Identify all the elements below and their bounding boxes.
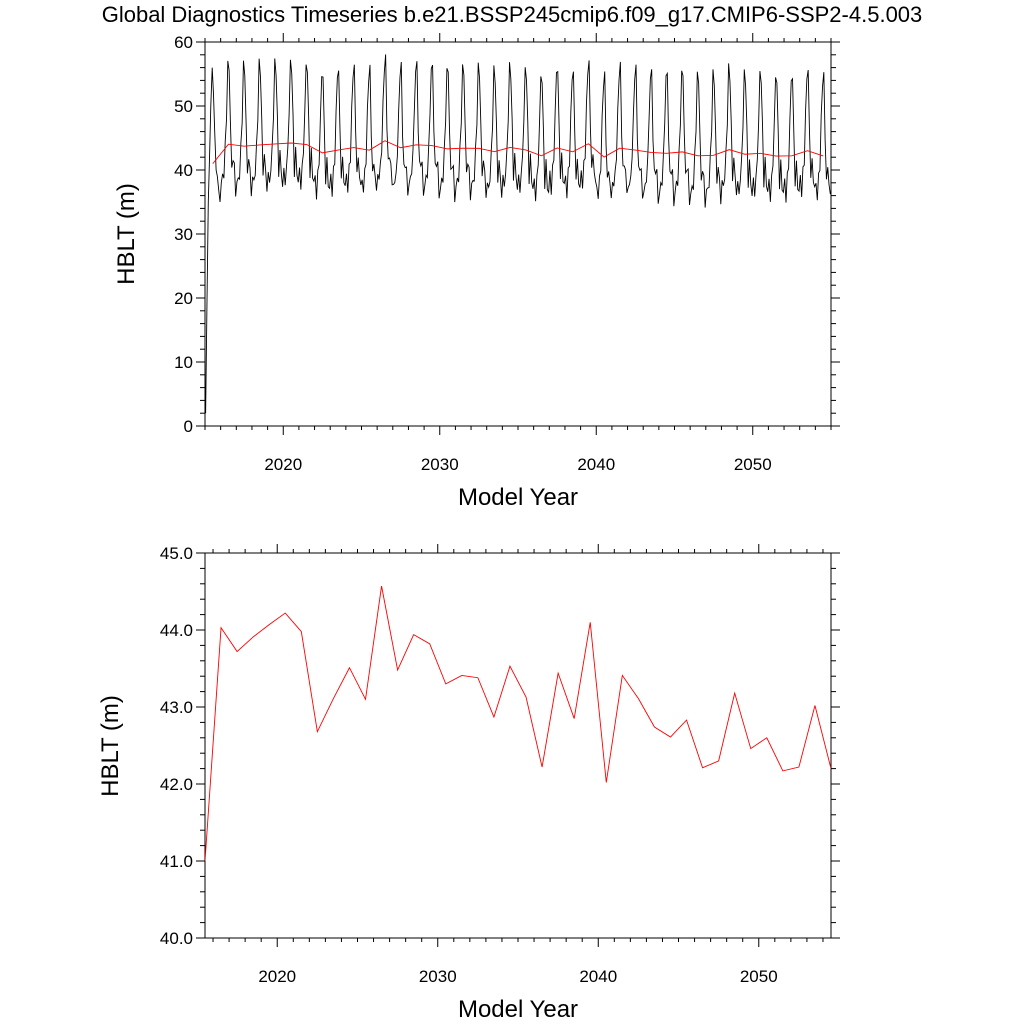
y-tick-label: 10 <box>174 353 193 372</box>
y-axis-label: HBLT (m) <box>97 695 124 797</box>
y-tick-label: 30 <box>174 225 193 244</box>
y-tick-label: 45.0 <box>160 544 193 563</box>
x-axis-label: Model Year <box>458 996 578 1023</box>
x-tick-label: 2020 <box>264 455 302 474</box>
x-tick-label: 2050 <box>734 455 772 474</box>
bottom-panel: 40.0 41.0 42.0 43.0 44.0 45.0 2020 2030 2040 2050… <box>97 544 840 1023</box>
y-tick-label: 0 <box>184 417 193 436</box>
x-tick-label: 2020 <box>258 967 296 986</box>
monthly-series-line <box>205 54 831 414</box>
page-title: Global Diagnostics Timeseries b.e21.BSSP… <box>101 2 923 27</box>
plot-frame <box>204 552 832 939</box>
x-axis-label: Model Year <box>458 484 578 511</box>
y-tick-label: 41.0 <box>160 852 193 871</box>
x-tick-label: 2030 <box>419 967 457 986</box>
y-tick-label: 60 <box>174 33 193 52</box>
annual-mean-series-line <box>205 586 831 862</box>
x-tick-label: 2040 <box>577 455 615 474</box>
y-tick-label: 44.0 <box>160 621 193 640</box>
y-tick-label: 50 <box>174 97 193 116</box>
y-tick-label: 42.0 <box>160 775 193 794</box>
y-tick-label: 40.0 <box>160 929 193 948</box>
x-tick-label: 2050 <box>740 967 778 986</box>
annual-mean-series-line <box>212 140 824 164</box>
y-tick-label: 40 <box>174 161 193 180</box>
plot-frame <box>204 41 832 427</box>
y-tick-label: 43.0 <box>160 698 193 717</box>
y-tick-label: 20 <box>174 289 193 308</box>
x-tick-label: 2040 <box>579 967 617 986</box>
x-tick-label: 2030 <box>421 455 459 474</box>
y-axis-label: HBLT (m) <box>113 183 140 285</box>
